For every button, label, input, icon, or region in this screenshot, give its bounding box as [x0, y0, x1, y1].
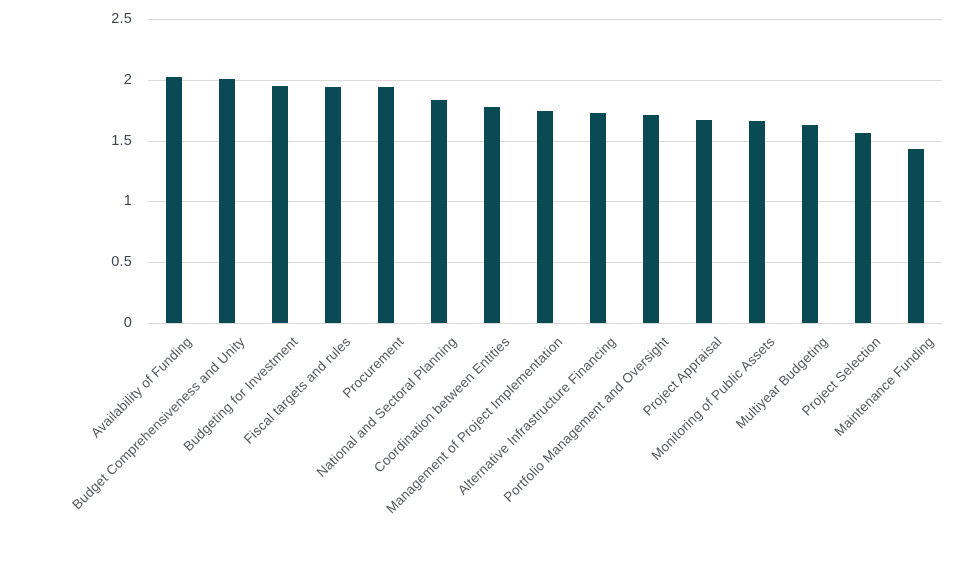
y-tick-label: 2: [123, 72, 132, 88]
y-tick-label: 1.5: [111, 133, 132, 149]
bar: [166, 77, 182, 323]
bar: [484, 107, 500, 323]
bar: [378, 87, 394, 323]
bar: [855, 133, 871, 323]
bar: [431, 100, 447, 323]
bar: [219, 79, 235, 323]
x-axis-line: [148, 323, 942, 324]
bar: [749, 121, 765, 323]
y-tick-label: 0: [123, 315, 132, 331]
y-tick-label: 1: [123, 193, 132, 209]
bar: [325, 87, 341, 323]
y-tick-label: 2.5: [111, 11, 132, 27]
bar: [802, 125, 818, 323]
bar: [272, 86, 288, 323]
bar: [696, 120, 712, 323]
bar: [590, 113, 606, 323]
y-tick-label: 0.5: [111, 254, 132, 270]
gridline: [148, 19, 942, 20]
bar: [908, 149, 924, 323]
gridline: [148, 80, 942, 81]
bar: [537, 111, 553, 323]
bar: [643, 115, 659, 323]
